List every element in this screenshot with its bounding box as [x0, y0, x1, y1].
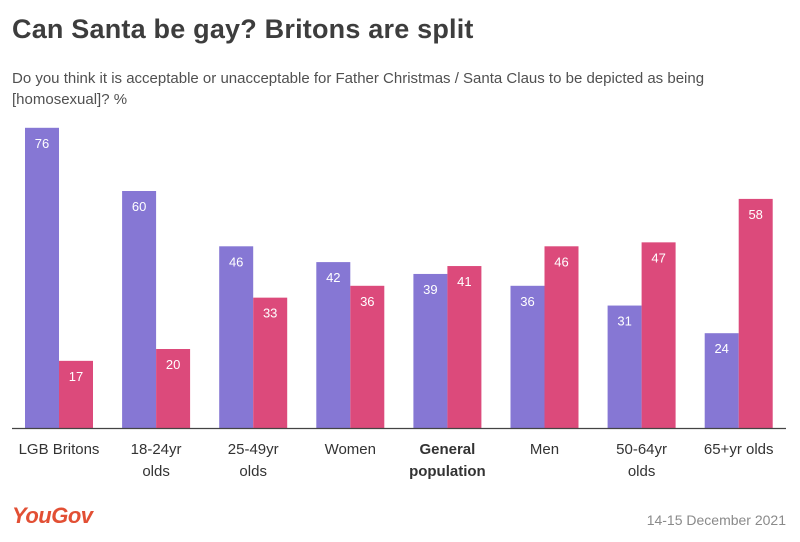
category-label-6: olds	[628, 463, 656, 480]
bar-series-0-3	[316, 262, 351, 428]
bar-series-0-1	[122, 191, 157, 428]
data-label-series-1-4: 41	[457, 274, 471, 289]
category-label-5: Men	[530, 441, 559, 458]
category-label-7: 65+yr olds	[704, 441, 774, 458]
bar-series-0-5	[510, 285, 545, 428]
category-label-1: 18-24yr	[131, 441, 182, 458]
data-label-series-1-5: 46	[554, 254, 568, 269]
category-label-1: olds	[142, 463, 170, 480]
data-label-series-1-3: 36	[360, 294, 374, 309]
bar-series-1-3	[350, 285, 385, 428]
chart-subtitle: Do you think it is acceptable or unaccep…	[12, 70, 705, 108]
bar-series-1-6	[641, 242, 676, 428]
data-label-series-0-4: 39	[423, 282, 437, 297]
data-label-series-0-6: 31	[617, 314, 631, 329]
data-label-series-1-7: 58	[748, 207, 762, 222]
bar-series-0-2	[219, 246, 254, 428]
data-label-series-1-6: 47	[651, 250, 665, 265]
data-label-series-1-2: 33	[263, 306, 277, 321]
bar-series-0-0	[25, 127, 59, 429]
data-label-series-0-1: 60	[132, 199, 146, 214]
bar-series-1-0	[59, 360, 93, 428]
category-label-2: 25-49yr	[228, 441, 279, 458]
bar-series-1-1	[156, 349, 191, 428]
category-label-3: Women	[325, 441, 376, 458]
survey-date: 14-15 December 2021	[646, 512, 786, 528]
category-label-0: LGB Britons	[19, 441, 100, 458]
data-label-series-1-1: 20	[166, 357, 180, 372]
bar-series-1-4	[447, 266, 482, 428]
data-label-series-0-3: 42	[326, 270, 340, 285]
data-label-series-0-2: 46	[229, 254, 243, 269]
data-label-series-1-0: 17	[69, 369, 83, 384]
yougov-logo: YouGov	[12, 503, 93, 528]
bar-series-1-5	[544, 246, 579, 428]
data-label-series-0-0: 76	[35, 136, 49, 151]
bar-series-0-4	[413, 273, 448, 428]
bar-series-0-7	[704, 333, 739, 428]
bar-series-1-2	[253, 297, 288, 428]
category-label-4: General	[419, 441, 475, 458]
bar-series-1-7	[738, 198, 773, 428]
chart-title: Can Santa be gay? Britons are split	[12, 14, 474, 44]
category-label-2: olds	[239, 463, 267, 480]
bar-series-0-6	[607, 305, 642, 428]
data-label-series-0-5: 36	[520, 294, 534, 309]
category-label-4: population	[409, 463, 486, 480]
category-label-6: 50-64yr	[616, 441, 667, 458]
data-label-series-0-7: 24	[714, 341, 728, 356]
